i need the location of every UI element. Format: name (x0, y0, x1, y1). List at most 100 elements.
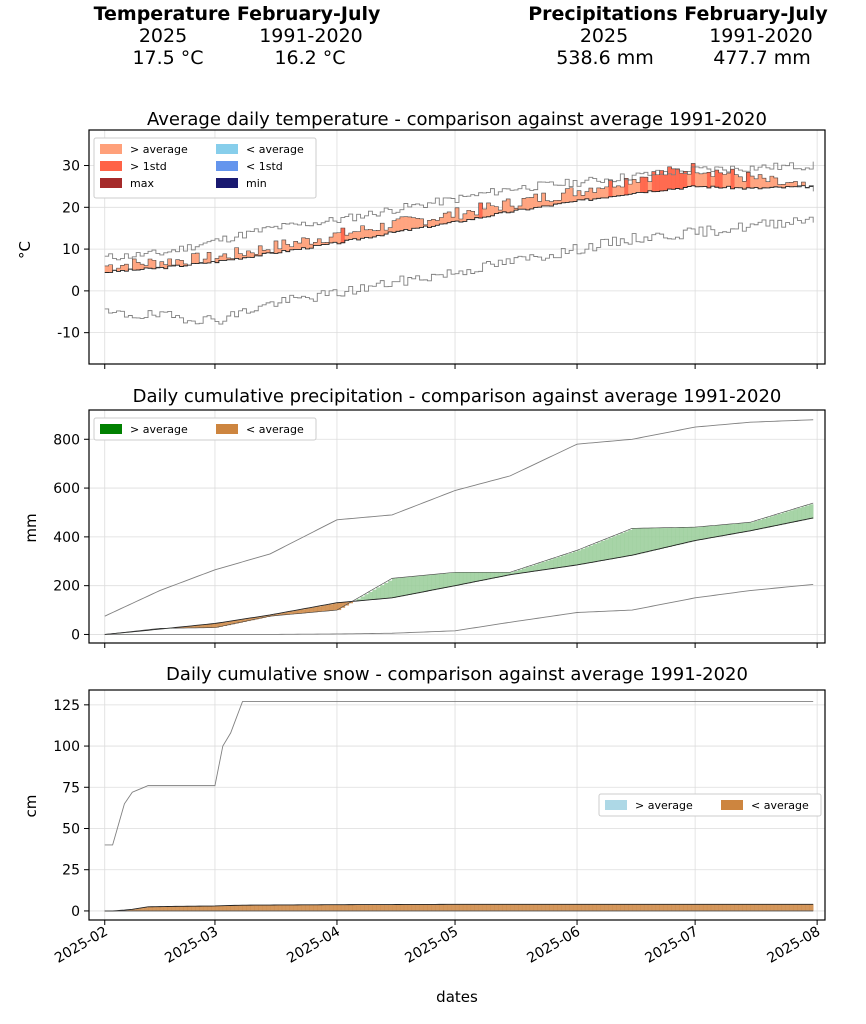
difference-bar (773, 904, 779, 911)
average-line (104, 517, 814, 635)
legend-label-snow-below: < average (751, 799, 809, 812)
difference-bar (281, 904, 287, 911)
difference-bar (699, 904, 704, 911)
difference-bar (380, 223, 385, 236)
difference-bar (462, 904, 468, 911)
difference-bar (140, 908, 145, 911)
difference-bar (262, 250, 267, 254)
difference-bar (214, 623, 220, 628)
x-tick-label: 2025-07 (642, 924, 701, 967)
difference-bar (250, 905, 255, 911)
difference-bar (754, 178, 759, 188)
difference-bar (486, 904, 491, 911)
difference-bar (443, 904, 448, 911)
difference-bar (435, 904, 440, 911)
difference-bar (407, 216, 413, 231)
difference-bar (545, 560, 550, 570)
difference-bar (415, 576, 420, 594)
difference-bar (187, 906, 192, 911)
difference-bar (309, 904, 314, 911)
difference-bar (356, 904, 361, 911)
difference-bar (325, 604, 330, 612)
difference-bar (317, 904, 322, 911)
difference-bar (230, 258, 235, 260)
difference-bar (388, 227, 393, 232)
difference-bar (270, 614, 275, 617)
difference-bar (309, 607, 314, 613)
difference-bar (395, 577, 401, 598)
difference-bar (561, 555, 566, 568)
difference-bar (226, 905, 231, 911)
difference-bar (647, 528, 653, 552)
y-tick-label: 100 (53, 739, 80, 755)
difference-bar (777, 184, 783, 188)
difference-bar (431, 219, 436, 227)
x-tick-label: 2025-05 (402, 924, 461, 967)
difference-bar (573, 904, 578, 911)
difference-bar (148, 258, 153, 269)
difference-bar (529, 197, 535, 209)
difference-bar (557, 556, 562, 568)
difference-bar (781, 512, 786, 525)
difference-bar (175, 906, 180, 911)
difference-bar (281, 239, 287, 251)
difference-bar (498, 904, 503, 911)
difference-bar (636, 904, 641, 911)
difference-bar (179, 906, 184, 911)
difference-bar (545, 904, 550, 911)
difference-bar (596, 187, 601, 199)
x-axis: 2025-02 2025-03 2025-04 2025-05 2025-06 2025-… (52, 924, 823, 967)
difference-bar (789, 510, 794, 523)
difference-bar (266, 905, 271, 911)
difference-bar (714, 525, 720, 538)
observed-line (104, 163, 814, 271)
difference-bar (533, 564, 538, 572)
difference-bar (604, 904, 609, 911)
difference-bar (230, 621, 235, 625)
difference-bar (655, 527, 660, 550)
y-tick-label: 0 (71, 627, 80, 643)
difference-bar (175, 259, 180, 266)
difference-bar (258, 616, 263, 619)
difference-bar (246, 618, 251, 622)
difference-bar (443, 213, 448, 224)
difference-bar (502, 200, 507, 212)
temperature-panel: Average daily temperature - comparison a… (16, 109, 826, 369)
difference-bar (395, 218, 401, 232)
y-tick-label: 125 (53, 698, 80, 714)
difference-bar (392, 578, 397, 598)
difference-bar (714, 904, 720, 911)
temperature-col-normal: 1991-2020 (259, 25, 363, 47)
difference-bar (773, 515, 779, 526)
x-tick-label: 2025-08 (764, 924, 823, 967)
difference-bar (163, 906, 169, 911)
difference-bar (801, 904, 806, 911)
difference-bar (395, 904, 401, 911)
difference-bar (710, 904, 716, 911)
difference-bar (655, 174, 660, 192)
difference-bar (667, 166, 672, 190)
difference-bar (159, 906, 165, 911)
difference-bar (148, 906, 153, 911)
difference-bar (718, 525, 723, 537)
precipitation-legend: > average < average (93, 417, 317, 441)
difference-bar (297, 243, 302, 250)
difference-bar (699, 526, 704, 540)
difference-bar (203, 906, 208, 911)
difference-bar (183, 626, 188, 629)
difference-bar (600, 540, 605, 561)
difference-bar (372, 230, 377, 237)
difference-bar (742, 522, 747, 533)
difference-bar (344, 235, 350, 241)
temperature-plot: -10 0 10 20 30 (57, 129, 826, 369)
difference-bar (218, 905, 224, 911)
difference-bar (734, 174, 739, 188)
difference-bar (651, 904, 657, 911)
difference-bar (667, 904, 672, 911)
plot-frame (88, 409, 826, 644)
difference-bar (624, 531, 629, 557)
difference-bar (336, 602, 342, 611)
difference-bar (128, 909, 133, 911)
difference-bar (470, 211, 476, 220)
difference-bar (376, 904, 381, 911)
